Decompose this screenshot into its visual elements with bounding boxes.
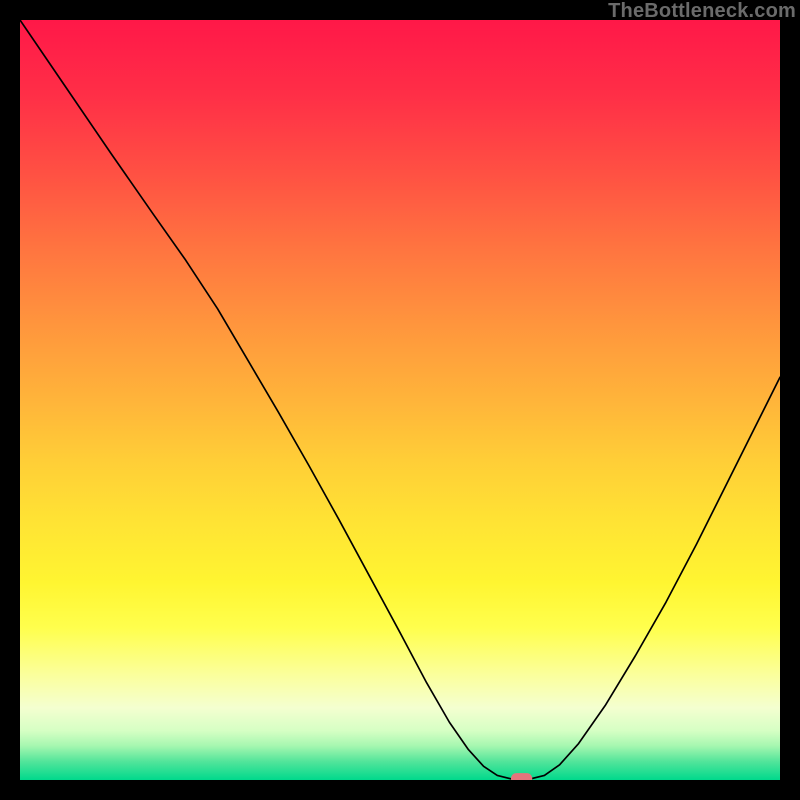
chart-svg [20,20,780,780]
watermark-text: TheBottleneck.com [608,0,796,23]
chart-frame: TheBottleneck.com [0,0,800,800]
optimum-marker [511,773,532,780]
plot-area [20,20,780,780]
gradient-rect [20,20,780,780]
